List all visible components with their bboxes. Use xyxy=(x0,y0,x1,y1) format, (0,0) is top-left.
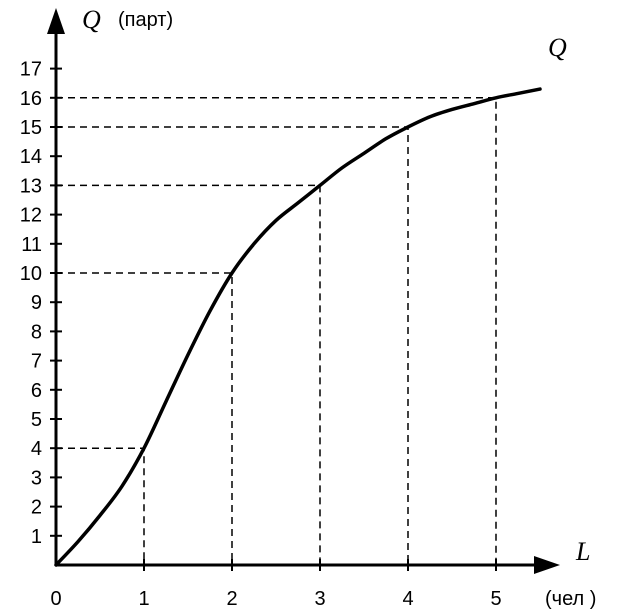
guide-line xyxy=(56,184,321,565)
y-tick-label: 9 xyxy=(31,292,42,314)
series-curve-q xyxy=(54,87,542,567)
y-tick-label: 2 xyxy=(31,497,42,519)
x-tick-label: 4 xyxy=(402,588,413,610)
x-axis-unit: (чел ) xyxy=(545,588,596,610)
guide-line xyxy=(56,447,145,565)
x-tick-label: 0 xyxy=(50,588,61,610)
x-tick-label: 5 xyxy=(490,588,501,610)
guide-lines xyxy=(56,97,497,565)
y-axis-arrow xyxy=(47,8,65,34)
guide-line xyxy=(56,97,497,565)
y-tick-label: 7 xyxy=(31,351,42,373)
y-tick-label: 14 xyxy=(20,146,42,168)
x-tick-label: 3 xyxy=(314,588,325,610)
y-tick-label: 13 xyxy=(20,175,42,197)
y-tick-label: 17 xyxy=(20,59,42,81)
series-label-q: Q xyxy=(548,33,567,62)
x-tick-label: 1 xyxy=(138,588,149,610)
x-tick-label: 2 xyxy=(226,588,237,610)
y-tick-label: 15 xyxy=(20,117,42,139)
y-tick-label: 12 xyxy=(20,205,42,227)
x-axis-arrow xyxy=(534,556,560,574)
y-tick-label: 6 xyxy=(31,380,42,402)
y-tick-label: 5 xyxy=(31,409,42,431)
y-axis-label: Q xyxy=(82,5,101,34)
y-tick-label: 10 xyxy=(20,263,42,285)
y-tick-label: 11 xyxy=(21,234,42,256)
x-axis-label: L xyxy=(575,537,590,566)
y-tick-label: 16 xyxy=(20,88,42,110)
y-axis-unit: (парт) xyxy=(118,9,173,31)
y-tick-label: 1 xyxy=(31,526,42,548)
y-tick-label: 8 xyxy=(31,321,42,343)
y-tick-label: 3 xyxy=(31,467,42,489)
y-tick-label: 4 xyxy=(31,438,42,460)
